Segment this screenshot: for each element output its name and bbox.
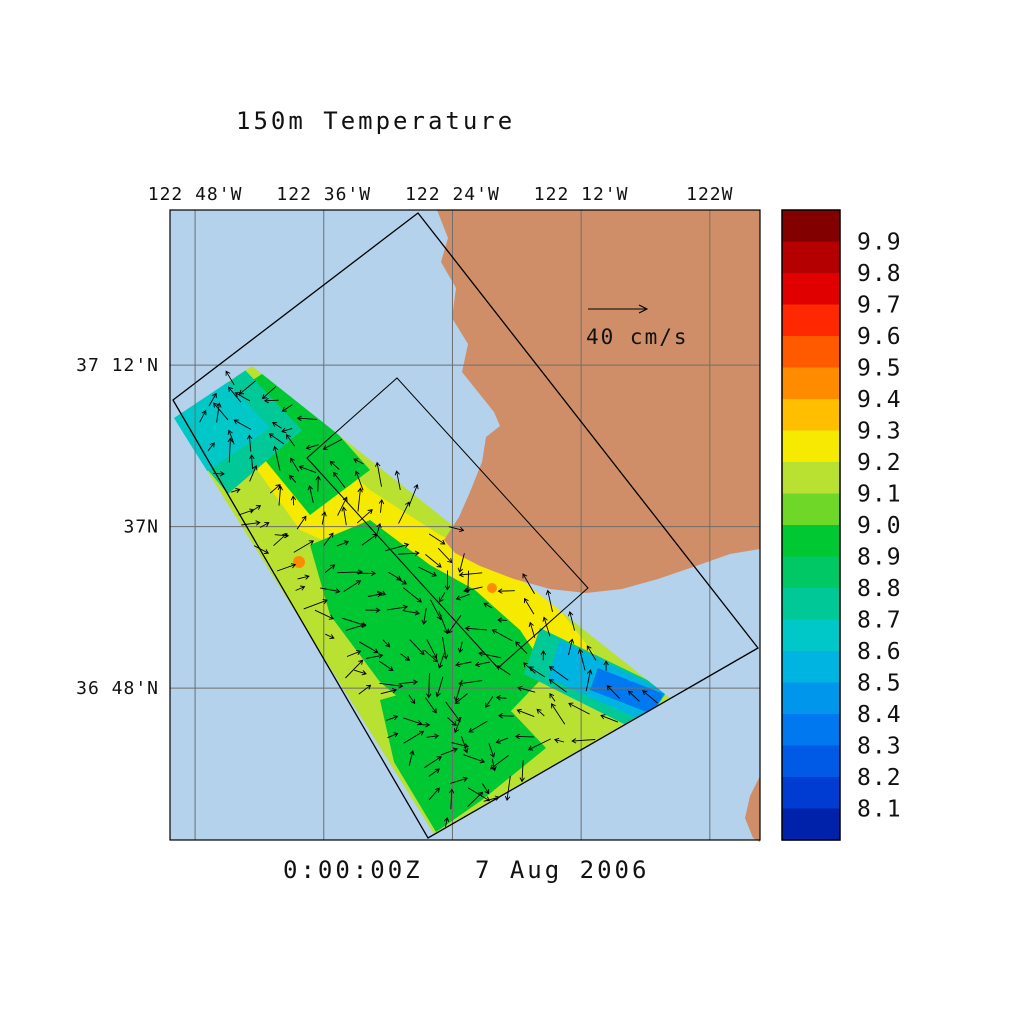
colorbar-band bbox=[782, 399, 840, 432]
colorbar-label: 8.8 bbox=[857, 576, 902, 602]
velocity-vectors bbox=[199, 370, 658, 828]
colorbar-band bbox=[782, 714, 840, 747]
colorbar-label: 9.3 bbox=[857, 419, 902, 445]
plot-title: 150m Temperature bbox=[236, 107, 516, 135]
colorbar-label: 9.0 bbox=[857, 513, 902, 539]
colorbar-band bbox=[782, 619, 840, 652]
model-domain-outline bbox=[172, 212, 759, 839]
colorbar-band bbox=[782, 745, 840, 778]
land-mass bbox=[745, 776, 760, 842]
colorbar-label: 9.4 bbox=[857, 387, 902, 413]
colorbar-label: 9.1 bbox=[857, 482, 902, 508]
colorbar-label: 8.5 bbox=[857, 671, 902, 697]
colorbar-band bbox=[782, 273, 840, 306]
colorbar-band bbox=[782, 493, 840, 526]
colorbar-band bbox=[782, 336, 840, 369]
land-mass bbox=[437, 210, 760, 593]
colorbar: 9.9 9.8 9.7 9.6 9.5 9.4 9.3 9.2 9.1 9.0 8.9 8.8 8.7 8… bbox=[781, 209, 902, 841]
colorbar-band bbox=[782, 777, 840, 810]
colorbar-band bbox=[782, 304, 840, 337]
colorbar-label: 8.9 bbox=[857, 545, 902, 571]
colorbar-band bbox=[782, 556, 840, 589]
colorbar-label: 8.4 bbox=[857, 702, 902, 728]
scale-arrow-label: 40 cm/s bbox=[586, 325, 689, 349]
colorbar-band bbox=[782, 682, 840, 715]
graticule bbox=[170, 210, 760, 840]
colorbar-label: 9.5 bbox=[857, 356, 902, 382]
temperature-region bbox=[380, 680, 546, 832]
lat-tick-label: 37 12'N bbox=[76, 355, 159, 376]
colorbar-label: 9.6 bbox=[857, 324, 902, 350]
colorbar-label: 8.3 bbox=[857, 734, 902, 760]
colorbar-band bbox=[782, 651, 840, 684]
colorbar-band bbox=[782, 241, 840, 274]
lon-tick-label: 122 48'W bbox=[148, 184, 243, 205]
colorbar-label: 8.2 bbox=[857, 765, 902, 791]
temperature-region bbox=[590, 668, 664, 714]
lon-tick-label: 122W bbox=[686, 184, 733, 205]
colorbar-band bbox=[782, 367, 840, 400]
colorbar-band bbox=[782, 462, 840, 495]
colorbar-band bbox=[782, 525, 840, 558]
colorbar-band bbox=[782, 430, 840, 463]
colorbar-band bbox=[782, 588, 840, 621]
temperature-region bbox=[487, 583, 497, 593]
lon-tick-label: 122 24'W bbox=[405, 184, 500, 205]
plot-border bbox=[169, 209, 761, 841]
lon-tick-label: 122 36'W bbox=[276, 184, 371, 205]
temperature-region bbox=[293, 556, 305, 568]
lat-tick-label: 37N bbox=[123, 517, 159, 538]
colorbar-label: 9.2 bbox=[857, 450, 902, 476]
lon-tick-label: 122 12'W bbox=[534, 184, 629, 205]
colorbar-label: 9.8 bbox=[857, 261, 902, 287]
colorbar-label: 9.9 bbox=[857, 230, 902, 256]
colorbar-band bbox=[782, 210, 840, 243]
scale-arrow bbox=[588, 304, 649, 314]
lat-tick-label: 36 48'N bbox=[76, 678, 159, 699]
colorbar-border bbox=[781, 209, 841, 841]
timestamp-label: 0:00:00Z 7 Aug 2006 bbox=[283, 856, 650, 884]
colorbar-label: 8.6 bbox=[857, 639, 902, 665]
colorbar-band bbox=[782, 808, 840, 841]
colorbar-label: 9.7 bbox=[857, 293, 902, 319]
colorbar-label: 8.7 bbox=[857, 608, 902, 634]
colorbar-label: 8.1 bbox=[857, 797, 902, 823]
